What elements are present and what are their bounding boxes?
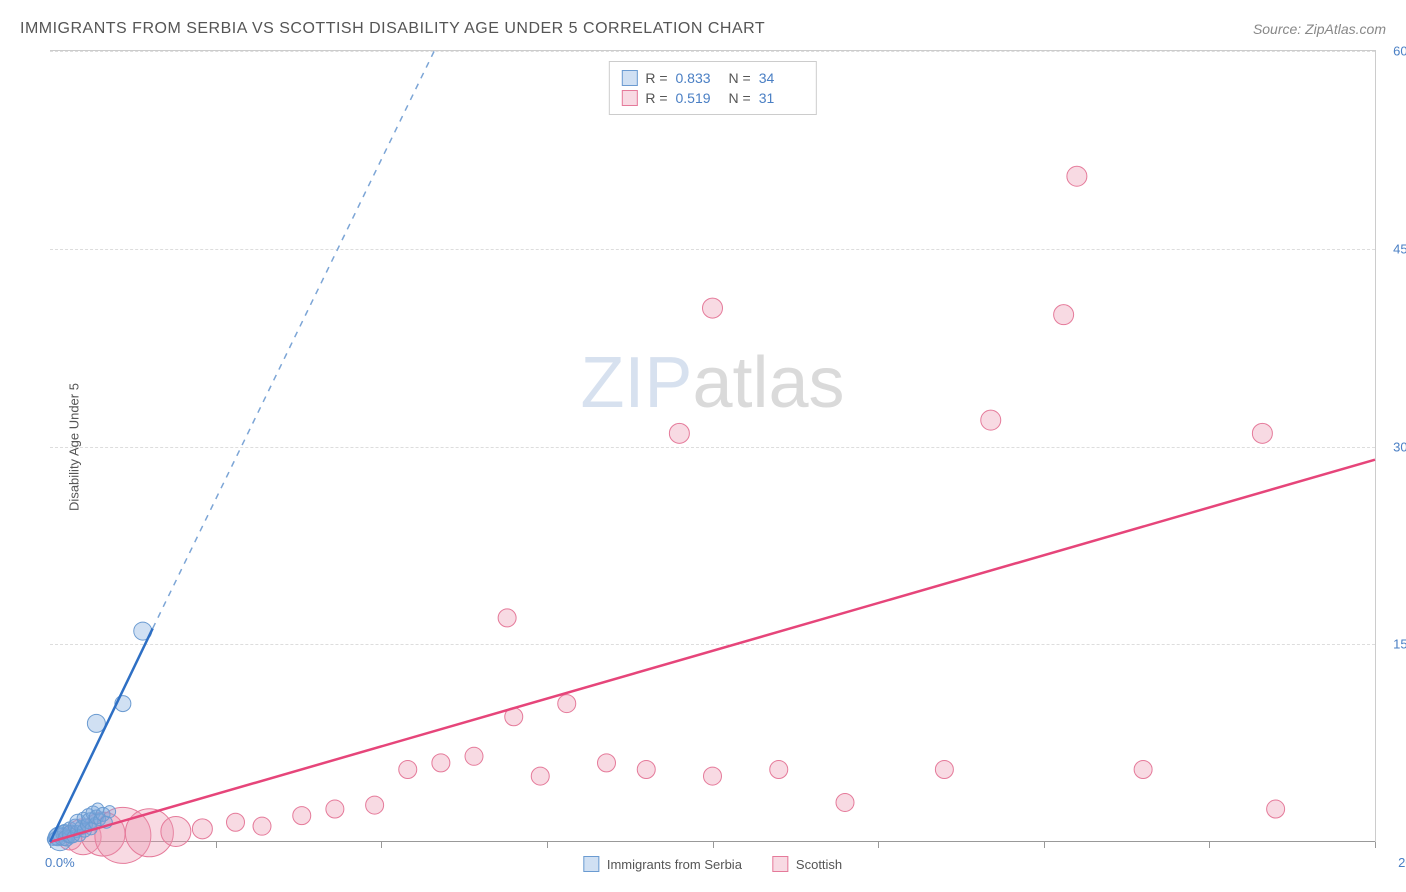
stat-r-label: R = <box>645 70 667 86</box>
scatter-point <box>465 747 483 765</box>
scatter-point <box>366 796 384 814</box>
scatter-point <box>558 695 576 713</box>
scatter-point <box>531 767 549 785</box>
scatter-point <box>104 806 116 818</box>
serbia-n-value: 34 <box>759 70 804 86</box>
stat-r-label: R = <box>645 90 667 106</box>
trend-line-serbia-dashed <box>153 51 435 628</box>
stat-n-label: N = <box>729 90 751 106</box>
scatter-point <box>1134 760 1152 778</box>
stats-box: R = 0.833 N = 34 R = 0.519 N = 31 <box>608 61 816 115</box>
scatter-point <box>669 423 689 443</box>
y-tick-label: 45.0% <box>1393 241 1406 256</box>
scatter-point <box>935 760 953 778</box>
scatter-point <box>770 760 788 778</box>
scatter-point <box>598 754 616 772</box>
scottish-swatch-icon <box>621 90 637 106</box>
x-tick <box>878 842 879 848</box>
bottom-legend: Immigrants from Serbia Scottish <box>583 856 842 872</box>
scatter-point <box>253 817 271 835</box>
scatter-point <box>498 609 516 627</box>
scatter-point <box>293 807 311 825</box>
scatter-plot <box>50 51 1375 842</box>
x-tick <box>216 842 217 848</box>
stat-n-label: N = <box>729 70 751 86</box>
x-tick <box>547 842 548 848</box>
serbia-r-value: 0.833 <box>676 70 721 86</box>
chart-container: Disability Age Under 5 15.0%30.0%45.0%60… <box>50 50 1376 842</box>
chart-header: IMMIGRANTS FROM SERBIA VS SCOTTISH DISAB… <box>20 20 1386 38</box>
serbia-swatch-icon <box>621 70 637 86</box>
stats-row-scottish: R = 0.519 N = 31 <box>621 88 803 108</box>
scatter-point <box>326 800 344 818</box>
scatter-point <box>192 819 212 839</box>
scatter-point <box>227 813 245 831</box>
chart-title: IMMIGRANTS FROM SERBIA VS SCOTTISH DISAB… <box>20 20 765 38</box>
y-tick-label: 60.0% <box>1393 44 1406 59</box>
x-tick <box>1375 842 1376 848</box>
scottish-n-value: 31 <box>759 90 804 106</box>
legend-item-scottish: Scottish <box>772 856 842 872</box>
scatter-point <box>1054 305 1074 325</box>
scatter-point <box>1267 800 1285 818</box>
x-tick <box>1044 842 1045 848</box>
scatter-point <box>432 754 450 772</box>
serbia-swatch-icon <box>583 856 599 872</box>
stats-row-serbia: R = 0.833 N = 34 <box>621 68 803 88</box>
chart-source: Source: ZipAtlas.com <box>1253 21 1386 37</box>
scatter-point <box>704 767 722 785</box>
legend-label-serbia: Immigrants from Serbia <box>607 857 742 872</box>
scatter-point <box>981 410 1001 430</box>
scatter-point <box>637 760 655 778</box>
x-max-label: 20.0% <box>1398 855 1406 870</box>
scatter-point <box>1067 166 1087 186</box>
x-origin-label: 0.0% <box>45 855 75 870</box>
x-tick <box>713 842 714 848</box>
x-tick <box>1209 842 1210 848</box>
scatter-point <box>399 760 417 778</box>
scatter-point <box>1252 423 1272 443</box>
scottish-r-value: 0.519 <box>676 90 721 106</box>
scottish-swatch-icon <box>772 856 788 872</box>
y-tick-label: 15.0% <box>1393 637 1406 652</box>
scatter-point <box>836 793 854 811</box>
x-tick <box>381 842 382 848</box>
scatter-point <box>161 816 191 846</box>
legend-label-scottish: Scottish <box>796 857 842 872</box>
y-tick-label: 30.0% <box>1393 439 1406 454</box>
scatter-point <box>703 298 723 318</box>
legend-item-serbia: Immigrants from Serbia <box>583 856 742 872</box>
